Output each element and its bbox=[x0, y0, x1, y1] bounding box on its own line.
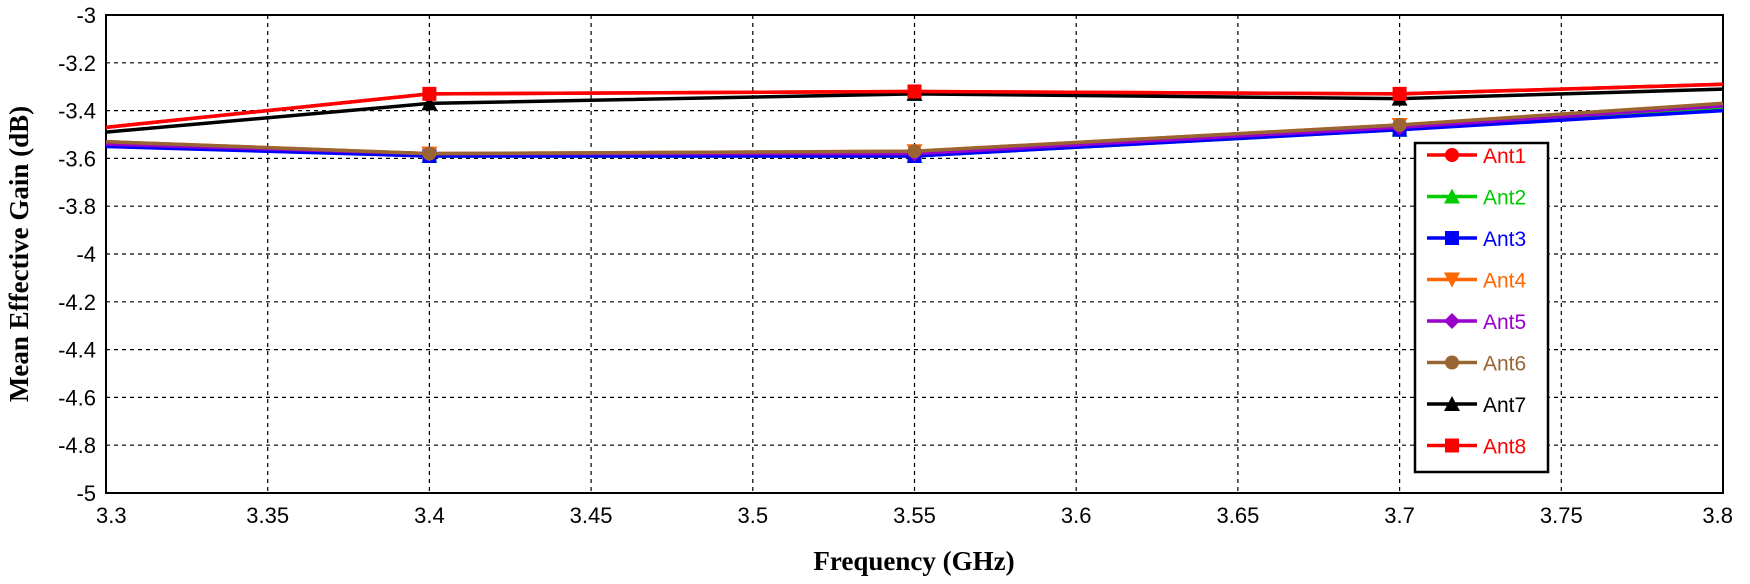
data-point bbox=[422, 86, 437, 101]
legend-marker bbox=[1444, 272, 1460, 288]
legend-label: Ant5 bbox=[1483, 311, 1526, 334]
legend-entry: Ant8 bbox=[1427, 436, 1526, 459]
x-tick-label: 3.75 bbox=[1540, 503, 1583, 528]
y-tick-label: -3.2 bbox=[58, 51, 96, 76]
legend-entry: Ant6 bbox=[1427, 353, 1526, 376]
x-tick-label: 3.4 bbox=[414, 503, 445, 528]
legend-label: Ant3 bbox=[1483, 228, 1526, 251]
legend-entry: Ant4 bbox=[1427, 270, 1527, 293]
y-tick-label: -3.6 bbox=[58, 146, 96, 171]
series-ant8 bbox=[105, 82, 1724, 130]
legend-box bbox=[1413, 141, 1550, 474]
legend-label: Ant8 bbox=[1483, 436, 1526, 459]
legend-label: Ant6 bbox=[1483, 353, 1526, 376]
legend-entry: Ant1 bbox=[1427, 145, 1526, 168]
x-tick-label: 3.6 bbox=[1061, 503, 1092, 528]
legend-label: Ant2 bbox=[1483, 187, 1526, 210]
y-axis-ticks: -3 -3.2 -3.4 -3.6 -3.8 -4 -4.2 -4.4 -4.6 -4.8 -5 bbox=[58, 3, 96, 506]
data-point bbox=[907, 84, 922, 99]
legend-entry: Ant7 bbox=[1427, 394, 1526, 417]
legend-marker bbox=[1445, 438, 1459, 453]
x-tick-label: 3.8 bbox=[1702, 503, 1733, 528]
legend-entry: Ant5 bbox=[1427, 311, 1526, 334]
data-point bbox=[421, 95, 438, 111]
legend-marker bbox=[1444, 396, 1460, 411]
legend-marker bbox=[1445, 148, 1459, 162]
x-tick-label: 3.3 bbox=[96, 503, 127, 528]
y-tick-label: -3 bbox=[76, 3, 96, 28]
legend-entry: Ant3 bbox=[1427, 228, 1526, 251]
y-tick-label: -3.4 bbox=[58, 99, 96, 124]
y-tick-label: -4.2 bbox=[58, 290, 96, 315]
y-axis-title: Mean Effective Gain (dB) bbox=[4, 106, 34, 402]
legend-marker bbox=[1445, 355, 1459, 370]
x-axis-ticks: 3.3 3.35 3.4 3.45 3.5 3.55 3.6 3.65 3.7 3.75 3.8 bbox=[96, 503, 1733, 528]
legend-marker bbox=[1444, 188, 1460, 204]
x-tick-label: 3.65 bbox=[1216, 503, 1259, 528]
legend: Ant1 Ant2 Ant3 Ant4 Ant5 Ant6 Ant7 Ant8 bbox=[1413, 141, 1550, 474]
plot-area-frame bbox=[105, 14, 1724, 494]
y-tick-label: -4 bbox=[76, 242, 96, 267]
data-point bbox=[1392, 86, 1407, 101]
legend-label: Ant1 bbox=[1483, 145, 1526, 168]
legend-label: Ant4 bbox=[1483, 270, 1527, 293]
x-axis-title: Frequency (GHz) bbox=[813, 546, 1014, 576]
data-point bbox=[422, 146, 437, 161]
legend-marker bbox=[1444, 313, 1460, 329]
legend-marker bbox=[1445, 231, 1459, 245]
series-lines bbox=[105, 82, 1724, 164]
series-ant6 bbox=[105, 101, 1724, 161]
x-tick-label: 3.35 bbox=[246, 503, 289, 528]
y-tick-label: -4.6 bbox=[58, 385, 96, 410]
y-tick-label: -5 bbox=[76, 481, 96, 506]
y-tick-label: -4.4 bbox=[58, 338, 96, 363]
x-tick-label: 3.45 bbox=[570, 503, 613, 528]
x-tick-label: 3.7 bbox=[1384, 503, 1415, 528]
legend-label: Ant7 bbox=[1483, 394, 1526, 417]
data-point bbox=[907, 144, 922, 159]
x-tick-label: 3.55 bbox=[893, 503, 936, 528]
y-tick-label: -3.8 bbox=[58, 194, 96, 219]
x-tick-label: 3.5 bbox=[738, 503, 769, 528]
data-point bbox=[1392, 117, 1407, 132]
legend-entry: Ant2 bbox=[1427, 187, 1526, 210]
y-tick-label: -4.8 bbox=[58, 433, 96, 458]
